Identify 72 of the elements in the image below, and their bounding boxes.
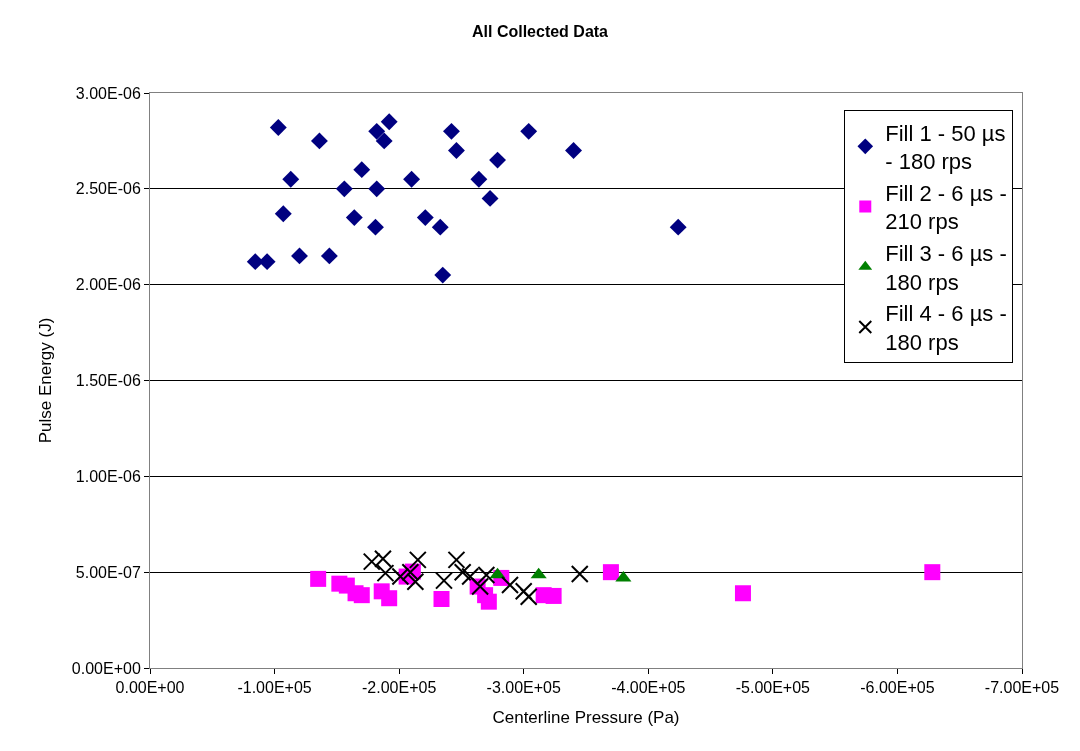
point: [291, 247, 308, 265]
y-tick-label: 1.00E-06: [75, 467, 141, 485]
point: [447, 550, 466, 569]
point: [480, 593, 497, 610]
point: [310, 570, 327, 587]
point: [514, 582, 533, 601]
point: [519, 587, 538, 606]
point: [353, 587, 370, 604]
x-tick-label: -2.00E+05: [362, 679, 437, 697]
point: [282, 170, 300, 188]
point: [489, 151, 506, 169]
y-tick-label: 1.50E-06: [75, 372, 141, 390]
point: [734, 585, 751, 602]
point: [381, 590, 398, 607]
y-tick-label: 2.50E-06: [75, 180, 141, 198]
x-tick-label: -7.00E+05: [984, 679, 1060, 697]
y-tick-label: 0.00E+00: [71, 659, 141, 677]
x-axis-title: Centerline Pressure (Pa): [492, 707, 680, 727]
point: [416, 209, 434, 227]
point: [453, 563, 472, 582]
x-tick-label: 0.00E+00: [115, 679, 185, 697]
legend-label: Fill 3 - 6 µs - 180 rps: [885, 241, 1007, 295]
point: [489, 567, 506, 579]
x-tick-label: -1.00E+05: [237, 679, 312, 697]
point: [433, 591, 450, 607]
point: [373, 549, 392, 568]
y-axis-title: Pulse Energy (J): [36, 317, 56, 444]
point: [403, 170, 421, 188]
point: [448, 142, 465, 159]
point: [530, 567, 547, 579]
point: [375, 132, 393, 150]
point: [545, 587, 562, 604]
point: [481, 189, 499, 207]
legend-label: Fill 1 - 50 µs - 180 rps: [885, 120, 1006, 175]
point: [368, 180, 386, 198]
legend-label: Fill 4 - 6 µs - 180 rps: [885, 301, 1007, 355]
point: [615, 570, 632, 582]
point: [310, 132, 328, 150]
point: [431, 218, 449, 236]
point: [501, 576, 520, 595]
point: [362, 552, 381, 571]
x-tick-label: -6.00E+05: [860, 679, 935, 697]
point: [380, 113, 398, 131]
point: [406, 572, 425, 591]
point: [443, 122, 460, 140]
x-tick-label: -5.00E+05: [735, 679, 811, 697]
point: [274, 205, 292, 223]
y-tick-label: 2.00E-06: [75, 276, 141, 294]
point: [408, 550, 427, 569]
x-tick-label: -3.00E+05: [486, 679, 561, 697]
point: [269, 119, 287, 136]
point: [353, 161, 371, 179]
point: [471, 577, 490, 596]
point: [924, 564, 941, 581]
legend-label: Fill 2 - 6 µs - 210 rps: [885, 180, 1007, 235]
point: [367, 218, 384, 236]
point: [345, 209, 363, 227]
chart-title: All Collected Data: [471, 23, 609, 41]
point: [335, 180, 353, 198]
y-tick-label: 5.00E-07: [75, 563, 141, 581]
point: [320, 247, 338, 265]
point: [602, 564, 619, 581]
point: [434, 571, 453, 590]
point: [470, 170, 488, 188]
point: [565, 142, 582, 159]
y-tick-label: 3.00E-06: [75, 84, 141, 102]
point: [520, 122, 538, 140]
point: [669, 218, 687, 236]
point: [368, 122, 386, 140]
point: [434, 266, 452, 284]
point: [570, 565, 589, 584]
x-tick-label: -4.00E+05: [611, 679, 686, 697]
